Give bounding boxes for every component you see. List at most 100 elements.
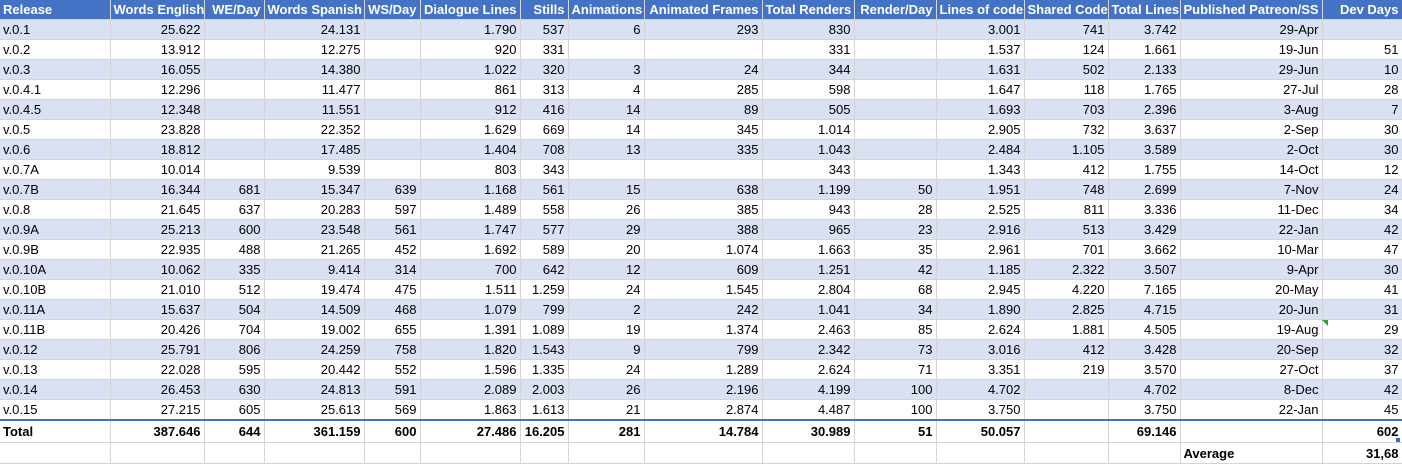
table-cell[interactable]: 1.289 (644, 359, 763, 380)
table-cell[interactable]: 642 (520, 259, 569, 280)
table-cell[interactable]: 388 (644, 219, 763, 240)
table-cell[interactable]: 35 (854, 239, 937, 260)
table-cell[interactable]: v.0.13 (0, 359, 111, 380)
table-cell[interactable]: v.0.9A (0, 219, 111, 240)
table-cell[interactable]: 22.028 (110, 359, 205, 380)
table-cell[interactable]: 1.041 (762, 299, 855, 320)
empty-cell[interactable] (364, 442, 421, 464)
table-cell[interactable]: 23.548 (264, 219, 365, 240)
table-cell[interactable]: 21.010 (110, 279, 205, 300)
total-cell[interactable]: 30.989 (762, 419, 855, 443)
empty-cell[interactable] (936, 442, 1025, 464)
table-cell[interactable]: 51 (1322, 39, 1402, 60)
table-cell[interactable]: 1.391 (420, 319, 521, 340)
table-cell[interactable]: v.0.4.5 (0, 99, 111, 120)
table-cell[interactable]: 18.812 (110, 139, 205, 160)
empty-cell[interactable] (204, 442, 265, 464)
table-cell[interactable] (364, 119, 421, 140)
column-header[interactable]: Dialogue Lines (420, 0, 521, 20)
table-cell[interactable]: 943 (762, 199, 855, 220)
total-cell[interactable]: 600 (364, 419, 421, 443)
table-cell[interactable]: 4.487 (762, 399, 855, 421)
table-cell[interactable]: 4.702 (1108, 379, 1181, 400)
table-cell[interactable]: v.0.2 (0, 39, 111, 60)
table-cell[interactable]: v.0.7A (0, 159, 111, 180)
table-cell[interactable]: v.0.4.1 (0, 79, 111, 100)
empty-cell[interactable] (0, 442, 111, 464)
table-cell[interactable]: 331 (520, 39, 569, 60)
table-cell[interactable]: 23.828 (110, 119, 205, 140)
table-cell[interactable]: 4.702 (936, 379, 1025, 400)
table-cell[interactable]: 1.647 (936, 79, 1025, 100)
table-cell[interactable]: 12 (568, 259, 645, 280)
column-header[interactable]: WE/Day (204, 0, 265, 20)
table-cell[interactable]: 11.477 (264, 79, 365, 100)
table-cell[interactable]: 3-Aug (1180, 99, 1323, 120)
column-header[interactable]: Render/Day (854, 0, 937, 20)
table-cell[interactable]: 2.624 (936, 319, 1025, 340)
table-cell[interactable] (568, 159, 645, 180)
table-cell[interactable]: v.0.10A (0, 259, 111, 280)
table-cell[interactable]: v.0.7B (0, 179, 111, 200)
table-cell[interactable]: 10 (1322, 59, 1402, 80)
table-cell[interactable]: v.0.15 (0, 399, 111, 421)
table-cell[interactable]: 25.791 (110, 339, 205, 360)
table-cell[interactable]: 20-May (1180, 279, 1323, 300)
table-cell[interactable]: 1.629 (420, 119, 521, 140)
table-cell[interactable]: 2.003 (520, 379, 569, 400)
table-cell[interactable]: 22-Jan (1180, 219, 1323, 240)
total-cell[interactable] (1180, 419, 1323, 443)
table-cell[interactable]: 591 (364, 379, 421, 400)
table-cell[interactable]: 118 (1024, 79, 1109, 100)
table-cell[interactable]: 10-Mar (1180, 239, 1323, 260)
table-cell[interactable]: 7 (1322, 99, 1402, 120)
table-cell[interactable]: 1.543 (520, 339, 569, 360)
table-cell[interactable]: 452 (364, 239, 421, 260)
table-cell[interactable]: 1.199 (762, 179, 855, 200)
total-cell[interactable]: 51 (854, 419, 937, 443)
table-cell[interactable]: 30 (1322, 259, 1402, 280)
table-cell[interactable]: 20 (568, 239, 645, 260)
table-cell[interactable] (1024, 399, 1109, 421)
table-cell[interactable] (204, 39, 265, 60)
table-cell[interactable]: 2.874 (644, 399, 763, 421)
table-cell[interactable] (644, 39, 763, 60)
table-cell[interactable]: 10.014 (110, 159, 205, 180)
table-cell[interactable]: 28 (1322, 79, 1402, 100)
table-cell[interactable]: 861 (420, 79, 521, 100)
table-cell[interactable]: 577 (520, 219, 569, 240)
table-cell[interactable]: 314 (364, 259, 421, 280)
total-cell[interactable]: 644 (204, 419, 265, 443)
table-cell[interactable]: 1.511 (420, 279, 521, 300)
table-cell[interactable]: 1.631 (936, 59, 1025, 80)
table-cell[interactable]: 26 (568, 379, 645, 400)
table-cell[interactable]: 558 (520, 199, 569, 220)
table-cell[interactable] (364, 39, 421, 60)
table-cell[interactable]: 24.813 (264, 379, 365, 400)
table-cell[interactable]: 3.742 (1108, 19, 1181, 40)
column-header[interactable]: Lines of code (936, 0, 1025, 20)
table-cell[interactable]: 803 (420, 159, 521, 180)
table-cell[interactable]: 2-Oct (1180, 139, 1323, 160)
table-cell[interactable]: 12.275 (264, 39, 365, 60)
empty-cell[interactable] (762, 442, 855, 464)
table-cell[interactable] (204, 79, 265, 100)
table-cell[interactable]: 24.131 (264, 19, 365, 40)
table-cell[interactable]: 2.945 (936, 279, 1025, 300)
table-cell[interactable]: 2.905 (936, 119, 1025, 140)
table-cell[interactable]: 19.474 (264, 279, 365, 300)
table-cell[interactable]: 25.213 (110, 219, 205, 240)
table-cell[interactable]: 320 (520, 59, 569, 80)
column-header[interactable]: WS/Day (364, 0, 421, 20)
table-cell[interactable]: 27-Oct (1180, 359, 1323, 380)
empty-cell[interactable] (264, 442, 365, 464)
table-cell[interactable]: v.0.5 (0, 119, 111, 140)
table-cell[interactable]: 4.505 (1108, 319, 1181, 340)
table-cell[interactable]: 85 (854, 319, 937, 340)
table-cell[interactable]: 12.348 (110, 99, 205, 120)
table-cell[interactable]: v.0.10B (0, 279, 111, 300)
column-header[interactable]: Stills (520, 0, 569, 20)
table-cell[interactable]: 9-Apr (1180, 259, 1323, 280)
table-cell[interactable]: v.0.12 (0, 339, 111, 360)
table-cell[interactable]: 3.429 (1108, 219, 1181, 240)
